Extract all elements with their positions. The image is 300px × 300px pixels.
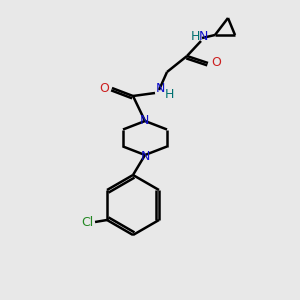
Text: Cl: Cl [81,215,93,229]
Text: N: N [140,149,150,163]
Text: N: N [139,113,149,127]
Text: N: N [155,82,165,95]
Text: H: H [164,88,174,101]
Text: O: O [211,56,221,68]
Text: O: O [99,82,109,94]
Text: H: H [190,29,200,43]
Text: N: N [198,31,208,44]
